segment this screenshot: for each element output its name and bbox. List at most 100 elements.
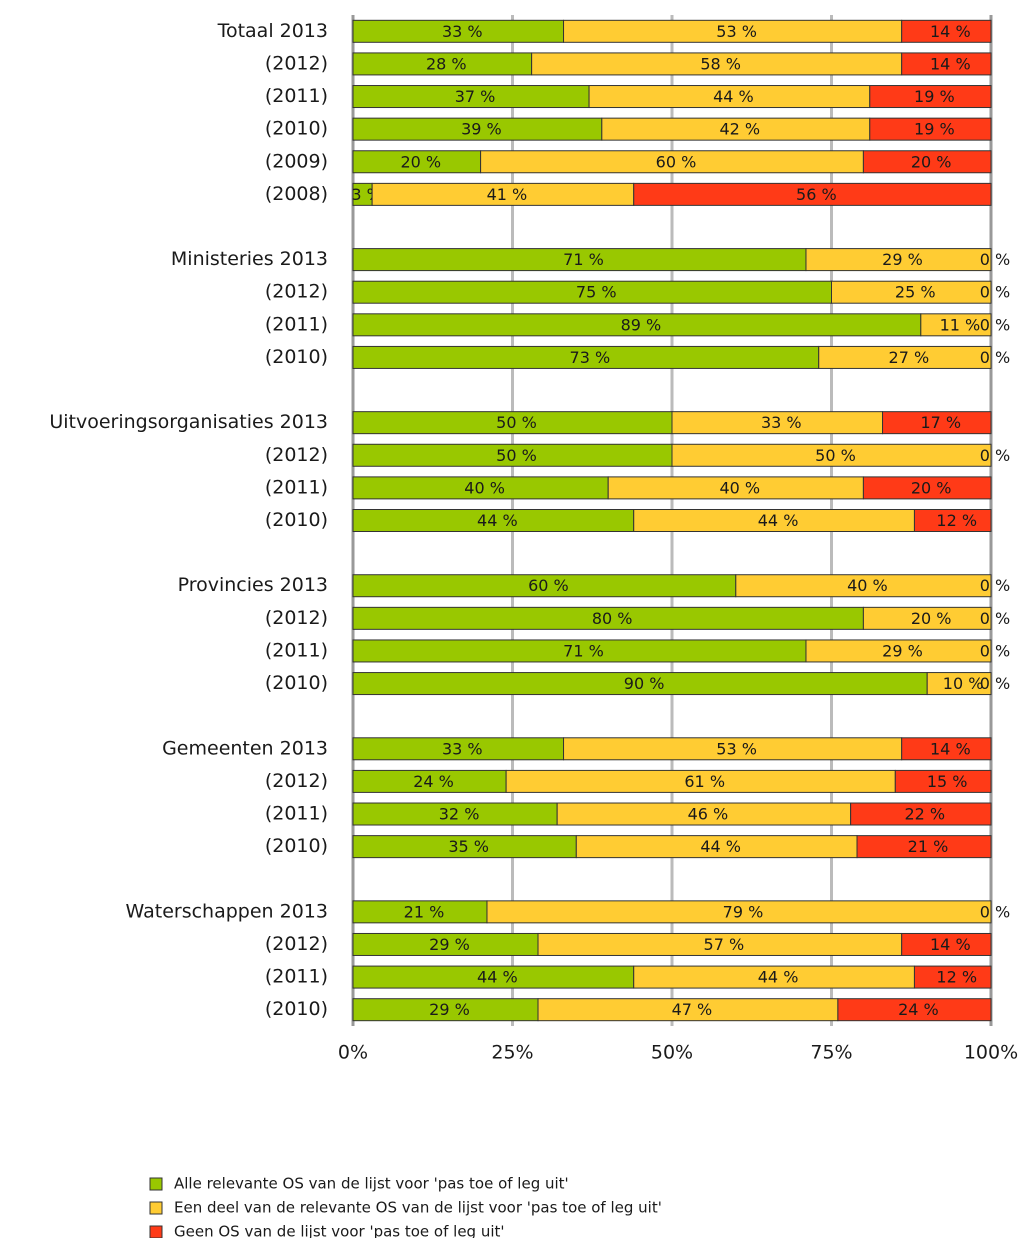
value-label: 25 % bbox=[895, 283, 936, 302]
bar-segment bbox=[901, 52, 992, 76]
x-tick-label: 25% bbox=[491, 1042, 533, 1064]
bar-segment bbox=[818, 345, 992, 369]
category-label: (2011) bbox=[265, 803, 328, 825]
category-label: (2010) bbox=[265, 835, 328, 857]
bar-segment bbox=[671, 443, 992, 467]
bar-segment bbox=[869, 85, 992, 109]
value-label: 50 % bbox=[496, 446, 537, 465]
category-label: (2012) bbox=[265, 933, 328, 955]
category-label: (2012) bbox=[265, 444, 328, 466]
bar-segment bbox=[831, 280, 992, 304]
value-label: 24 % bbox=[898, 1000, 939, 1019]
value-label: 0 % bbox=[980, 609, 1010, 628]
value-label: 89 % bbox=[621, 315, 662, 334]
value-label: 28 % bbox=[426, 54, 467, 73]
value-label: 29 % bbox=[429, 1000, 470, 1019]
legend-swatch bbox=[149, 1201, 163, 1215]
value-label: 20 % bbox=[400, 152, 441, 171]
value-label: 35 % bbox=[448, 837, 489, 856]
category-label: (2012) bbox=[265, 770, 328, 792]
value-label: 33 % bbox=[442, 739, 483, 758]
value-label: 50 % bbox=[815, 446, 856, 465]
category-label: (2010) bbox=[265, 118, 328, 140]
value-label: 0 % bbox=[980, 315, 1010, 334]
value-label: 0 % bbox=[980, 250, 1010, 269]
value-label: 32 % bbox=[439, 805, 480, 824]
legend-label: Een deel van de relevante OS van de lijs… bbox=[174, 1199, 662, 1217]
category-label: Totaal 2013 bbox=[217, 20, 328, 42]
value-label: 0 % bbox=[980, 674, 1010, 693]
bar-segment bbox=[805, 248, 992, 272]
bar-segment bbox=[869, 117, 992, 141]
x-tick-label: 100% bbox=[964, 1042, 1018, 1064]
value-label: 0 % bbox=[980, 902, 1010, 921]
category-label: Provincies 2013 bbox=[178, 574, 328, 596]
value-label: 14 % bbox=[930, 739, 971, 758]
category-label: (2012) bbox=[265, 52, 328, 74]
category-label: (2011) bbox=[265, 85, 328, 107]
value-label: 53 % bbox=[716, 739, 757, 758]
value-label: 60 % bbox=[528, 576, 569, 595]
bar-segment bbox=[735, 574, 992, 598]
bar-segment bbox=[901, 737, 992, 761]
category-label: Uitvoeringsorganisaties 2013 bbox=[49, 411, 328, 433]
value-label: 12 % bbox=[936, 968, 977, 987]
value-label: 44 % bbox=[713, 87, 754, 106]
value-label: 24 % bbox=[413, 772, 454, 791]
bar-segment bbox=[862, 606, 992, 630]
value-label: 11 % bbox=[940, 315, 981, 334]
value-label: 73 % bbox=[570, 348, 611, 367]
value-label: 61 % bbox=[684, 772, 725, 791]
bar-segment bbox=[926, 672, 992, 696]
value-label: 0 % bbox=[980, 348, 1010, 367]
value-label: 29 % bbox=[882, 641, 923, 660]
x-tick-label: 75% bbox=[810, 1042, 852, 1064]
value-label: 41 % bbox=[487, 185, 528, 204]
legend-swatch bbox=[149, 1177, 163, 1191]
value-label: 33 % bbox=[442, 22, 483, 41]
bar-segment bbox=[850, 802, 992, 826]
value-label: 75 % bbox=[576, 283, 617, 302]
category-label: (2012) bbox=[265, 607, 328, 629]
value-label: 44 % bbox=[758, 511, 799, 530]
value-label: 44 % bbox=[758, 968, 799, 987]
category-label: (2008) bbox=[265, 183, 328, 205]
category-label: (2011) bbox=[265, 313, 328, 335]
category-label: (2010) bbox=[265, 346, 328, 368]
category-label: Waterschappen 2013 bbox=[126, 900, 328, 922]
category-label: (2011) bbox=[265, 639, 328, 661]
value-label: 60 % bbox=[656, 152, 697, 171]
bar-segment bbox=[486, 900, 992, 924]
value-label: 29 % bbox=[882, 250, 923, 269]
value-label: 21 % bbox=[404, 902, 445, 921]
bar-segment bbox=[901, 932, 992, 956]
value-label: 14 % bbox=[930, 935, 971, 954]
value-label: 0 % bbox=[980, 446, 1010, 465]
value-label: 79 % bbox=[723, 902, 764, 921]
value-label: 47 % bbox=[672, 1000, 713, 1019]
bar-segment bbox=[862, 476, 992, 500]
x-tick-label: 50% bbox=[651, 1042, 693, 1064]
category-label: (2010) bbox=[265, 672, 328, 694]
category-label: (2010) bbox=[265, 998, 328, 1020]
value-label: 44 % bbox=[477, 511, 518, 530]
x-tick-label: 0% bbox=[338, 1042, 368, 1064]
value-label: 90 % bbox=[624, 674, 665, 693]
bar-segment bbox=[856, 835, 992, 859]
value-label: 40 % bbox=[847, 576, 888, 595]
value-label: 19 % bbox=[914, 120, 955, 139]
value-label: 12 % bbox=[936, 511, 977, 530]
bar-segment bbox=[913, 509, 992, 532]
value-label: 42 % bbox=[719, 120, 760, 139]
category-label: (2011) bbox=[265, 966, 328, 988]
value-label: 33 % bbox=[761, 413, 802, 432]
bar-segment bbox=[862, 150, 992, 174]
legend-swatch bbox=[149, 1225, 163, 1238]
bar-segment bbox=[882, 411, 992, 435]
value-label: 57 % bbox=[704, 935, 745, 954]
value-label: 0 % bbox=[980, 641, 1010, 660]
value-label: 15 % bbox=[927, 772, 968, 791]
category-label: Ministeries 2013 bbox=[171, 248, 328, 270]
value-label: 20 % bbox=[911, 609, 952, 628]
